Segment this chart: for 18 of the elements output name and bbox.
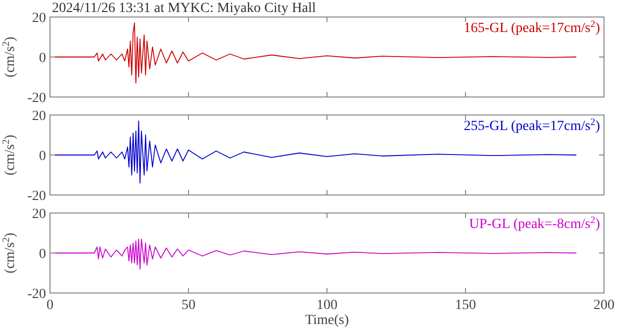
y-tick-label: -20 bbox=[27, 189, 46, 204]
y-tick-label: 20 bbox=[32, 11, 46, 26]
y-tick-label: 20 bbox=[32, 207, 46, 222]
y-tick-label: -20 bbox=[27, 91, 46, 106]
series-label: 255-GL (peak=17cm/s$^{2}$) bbox=[464, 116, 600, 134]
y-tick-label: 0 bbox=[39, 247, 46, 262]
series-label: UP-GL (peak=-8cm/s$^{2}$) bbox=[469, 214, 600, 232]
x-axis-title: Time(s) bbox=[305, 313, 350, 328]
x-tick-label: 50 bbox=[182, 298, 196, 313]
y-tick-label: 20 bbox=[32, 109, 46, 124]
chart-title: 2024/11/26 13:31 at MYKC: Miyako City Hall bbox=[52, 1, 316, 16]
y-tick-label: 0 bbox=[39, 51, 46, 66]
y-tick-label: -20 bbox=[27, 287, 46, 302]
series-label: 165-GL (peak=17cm/s$^{2}$) bbox=[464, 18, 600, 36]
x-tick-label: 200 bbox=[594, 298, 614, 313]
x-tick-label: 150 bbox=[455, 298, 476, 313]
x-tick-label: 100 bbox=[316, 298, 338, 313]
y-tick-label: 0 bbox=[39, 149, 46, 164]
